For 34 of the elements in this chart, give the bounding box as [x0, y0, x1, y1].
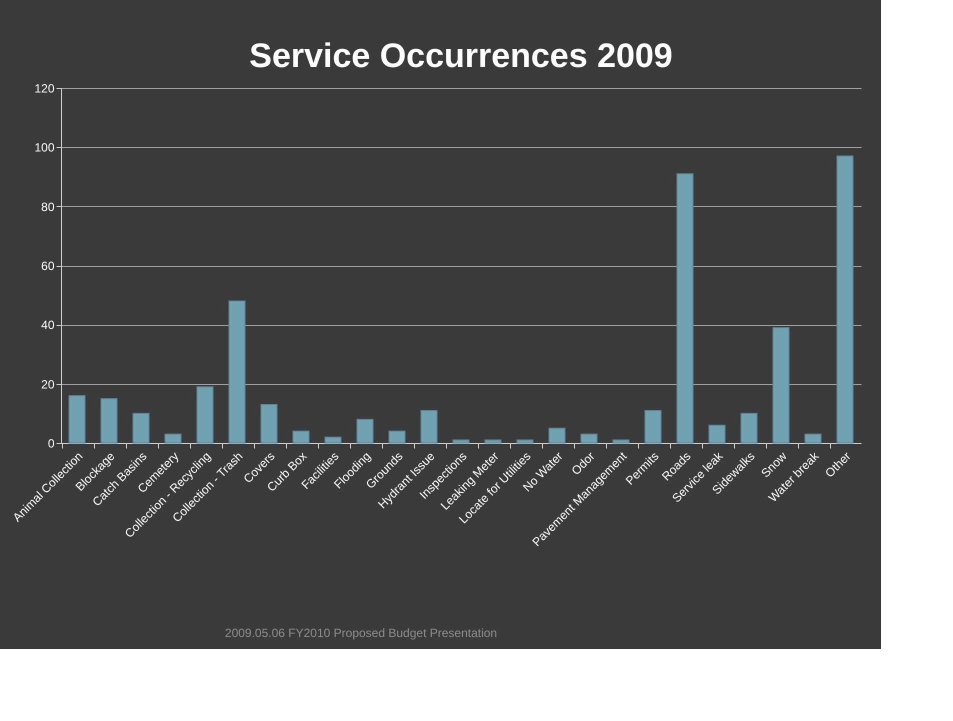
bar [324, 436, 342, 444]
text: 2009.05.06 FY2010 Proposed Budget Presentation [224, 626, 498, 640]
bar [68, 395, 86, 444]
bar [612, 440, 630, 444]
bar [260, 404, 278, 444]
bar [708, 424, 726, 444]
bar [836, 156, 854, 444]
y-tick-label: 80 [41, 200, 55, 214]
bar [164, 434, 182, 444]
bar [452, 440, 470, 444]
bar [228, 300, 246, 444]
bar [772, 327, 790, 444]
bar [196, 386, 214, 444]
y-tick-label: 100 [34, 140, 55, 155]
bar [804, 434, 822, 444]
y-tick-label: 0 [48, 436, 55, 450]
bar [548, 428, 566, 444]
bar [580, 434, 598, 444]
y-tick-label: 120 [34, 82, 55, 96]
y-tick-label: 20 [41, 377, 55, 392]
bar [484, 440, 502, 444]
bar [292, 430, 310, 444]
bar [516, 440, 534, 444]
bar [356, 418, 374, 444]
bar [644, 410, 662, 444]
y-tick-label: 60 [41, 259, 55, 273]
bar [740, 412, 758, 444]
bar [420, 410, 438, 444]
bar [388, 430, 406, 444]
bar [132, 412, 150, 444]
y-tick-label: 40 [41, 318, 55, 332]
bar [100, 398, 118, 444]
bar [676, 173, 694, 444]
chart-title: Service Occurrences 2009 [249, 37, 673, 75]
